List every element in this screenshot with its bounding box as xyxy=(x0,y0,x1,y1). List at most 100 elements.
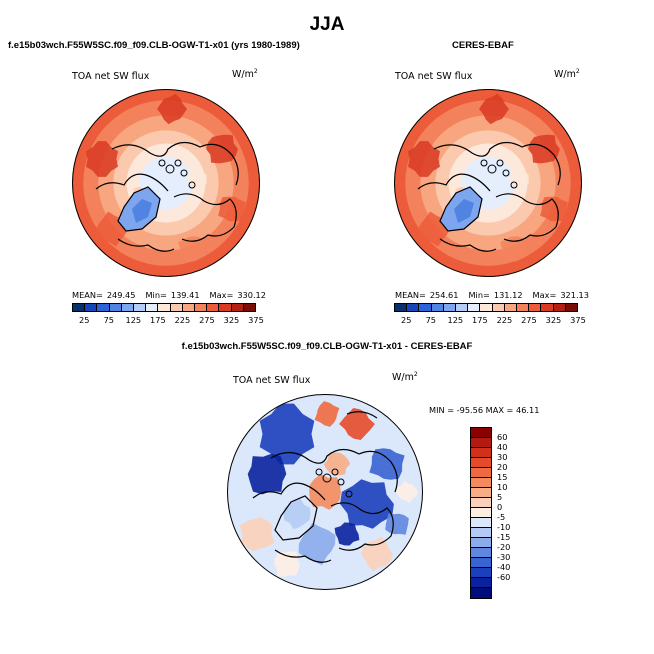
panel1-colorbar-swatch xyxy=(134,304,147,311)
panel1-mean-label: MEAN= xyxy=(72,290,103,300)
panel2-colorbar-swatch xyxy=(517,304,530,311)
panel1-colorbar-tick-label: 125 xyxy=(125,315,142,325)
panel2-colorbar-swatch xyxy=(565,304,578,311)
panel1-colorbar-ticks: 25 75 125 175 225 275 325 375 xyxy=(72,315,264,327)
panel3-colorbar-swatch xyxy=(471,528,491,538)
panel3-colorbar-tick-label: 0 xyxy=(497,502,503,512)
panel3-colorbar-tick-label: 60 xyxy=(497,432,508,442)
panel1-coastline xyxy=(117,238,175,252)
panel1-colorbar xyxy=(72,303,256,312)
panel2-flux-patch xyxy=(479,93,509,125)
panel3-colorbar-tick-label: -15 xyxy=(497,532,511,542)
panel3-colorbar-tick-label: 15 xyxy=(497,472,508,482)
panel3-colorbar-tick-label: -60 xyxy=(497,572,511,582)
panel3-anomaly-patch xyxy=(239,517,275,551)
panel1-colorbar-swatch xyxy=(207,304,220,311)
panel2-colorbar-swatch xyxy=(480,304,493,311)
panel1-field xyxy=(72,89,260,277)
panel2-colorbar-tick-label: 125 xyxy=(447,315,464,325)
panel3-island xyxy=(337,478,345,486)
panel1-island xyxy=(174,159,182,167)
panel2-colorbar-swatch xyxy=(395,304,408,311)
panel1-colorbar-tick-label: 25 xyxy=(79,315,90,325)
panel2-colorbar-swatch xyxy=(541,304,554,311)
panel3-colorbar-tick-label: 10 xyxy=(497,482,508,492)
panel3-colorbar-tick-label: 40 xyxy=(497,442,508,452)
panel1-island xyxy=(188,181,196,189)
panel1-units-exponent: 2 xyxy=(253,68,258,75)
panel3-colorbar-swatch xyxy=(471,548,491,558)
panel1-colorbar-swatch xyxy=(121,304,135,311)
panel3-units-base: W/m xyxy=(392,372,414,384)
panel1-colorbar-tick-label: 275 xyxy=(199,315,215,325)
panel2-units: W/m2 xyxy=(554,68,580,80)
panel2-coastline xyxy=(439,238,497,252)
panel3-colorbar-swatch xyxy=(471,438,491,448)
panel3-coastline xyxy=(252,482,326,501)
panel3-colorbar-tick-label: -20 xyxy=(497,542,511,552)
panel2-colorbar-tick-label: 25 xyxy=(401,315,412,325)
panel3-anomaly-patch xyxy=(259,403,315,465)
panel3-field xyxy=(227,394,423,590)
panel3-anomaly-patch xyxy=(298,522,336,566)
panel2-colorbar-swatch xyxy=(529,304,542,311)
panel2-colorbar xyxy=(394,303,578,312)
panel2-title: CERES-EBAF xyxy=(452,40,514,51)
panel3-anomaly-patch xyxy=(334,522,360,546)
panel2-colorbar-swatch xyxy=(468,304,481,311)
panel2-field xyxy=(394,89,582,277)
panel3-units: W/m2 xyxy=(392,371,418,383)
panel3-difference-map xyxy=(227,394,423,590)
panel3-anomaly-patch xyxy=(385,513,409,535)
panel2-island xyxy=(480,159,488,167)
panel1-min-label: Min= xyxy=(145,290,167,300)
panel2-max-value: 321.13 xyxy=(560,290,589,300)
panel2-colorbar-swatch xyxy=(492,304,505,311)
panel1-colorbar-swatch xyxy=(109,304,122,311)
panel2-greenland-core xyxy=(454,199,474,223)
panel1-colorbar-swatch xyxy=(97,304,110,311)
panel3-colorbar-swatch xyxy=(471,488,491,498)
panel3-colorbar-tick-label: -40 xyxy=(497,562,511,572)
panel3-colorbar-swatch xyxy=(471,498,491,508)
panel1-mean-value: 249.45 xyxy=(106,290,136,300)
panel3-minmax-text: MIN = -95.56 MAX = 46.11 xyxy=(429,405,540,415)
panel3-colorbar-swatch xyxy=(471,508,491,518)
panel3-anomaly-patch xyxy=(314,401,340,427)
panel1-units: W/m2 xyxy=(232,68,258,80)
panel2-units-base: W/m xyxy=(554,69,576,81)
panel3-colorbar-tick-label: -30 xyxy=(497,552,511,562)
panel3-island xyxy=(315,468,323,476)
panel1-coastline xyxy=(95,173,169,192)
panel3-coastline xyxy=(346,411,378,419)
panel3-anomaly-patch xyxy=(283,498,311,530)
panel2-colorbar-tick-label: 75 xyxy=(425,315,437,325)
panel2-min-value: 131.12 xyxy=(493,290,523,300)
panel2-island xyxy=(510,181,518,189)
panel2-max-label: Max= xyxy=(532,290,557,300)
panel3-anomaly-patch xyxy=(309,474,341,510)
panel2-flux-patch xyxy=(528,134,560,164)
panel1-max-value: 330.12 xyxy=(237,290,266,300)
panel3-island xyxy=(322,473,332,483)
panel3-coastline xyxy=(270,448,398,493)
panel1-coastline xyxy=(173,193,237,242)
panel1-coastline xyxy=(111,141,239,186)
panel3-colorbar-swatch xyxy=(471,428,491,438)
panel1-colorbar-swatch xyxy=(146,304,159,311)
panel3-colorbar-swatch xyxy=(471,458,491,468)
panel3-anomaly-patch xyxy=(323,452,351,476)
panel2-island xyxy=(487,164,497,174)
panel3-colorbar-swatch xyxy=(471,448,491,458)
panel3-anomaly-patch xyxy=(395,480,419,504)
panel1-island xyxy=(158,159,166,167)
panel1-colorbar-swatch xyxy=(243,304,256,311)
panel2-coastline xyxy=(439,186,483,232)
panel2-coastline xyxy=(433,141,561,186)
panel1-flux-patch xyxy=(157,93,187,125)
panel1-colorbar-tick-label: 325 xyxy=(223,315,240,325)
panel2-flux-patch xyxy=(408,141,440,177)
panel1-flux-patch xyxy=(86,141,118,177)
panel3-colorbar-tick-label: 20 xyxy=(497,462,508,472)
panel3-colorbar-tick-label: 5 xyxy=(497,492,503,502)
